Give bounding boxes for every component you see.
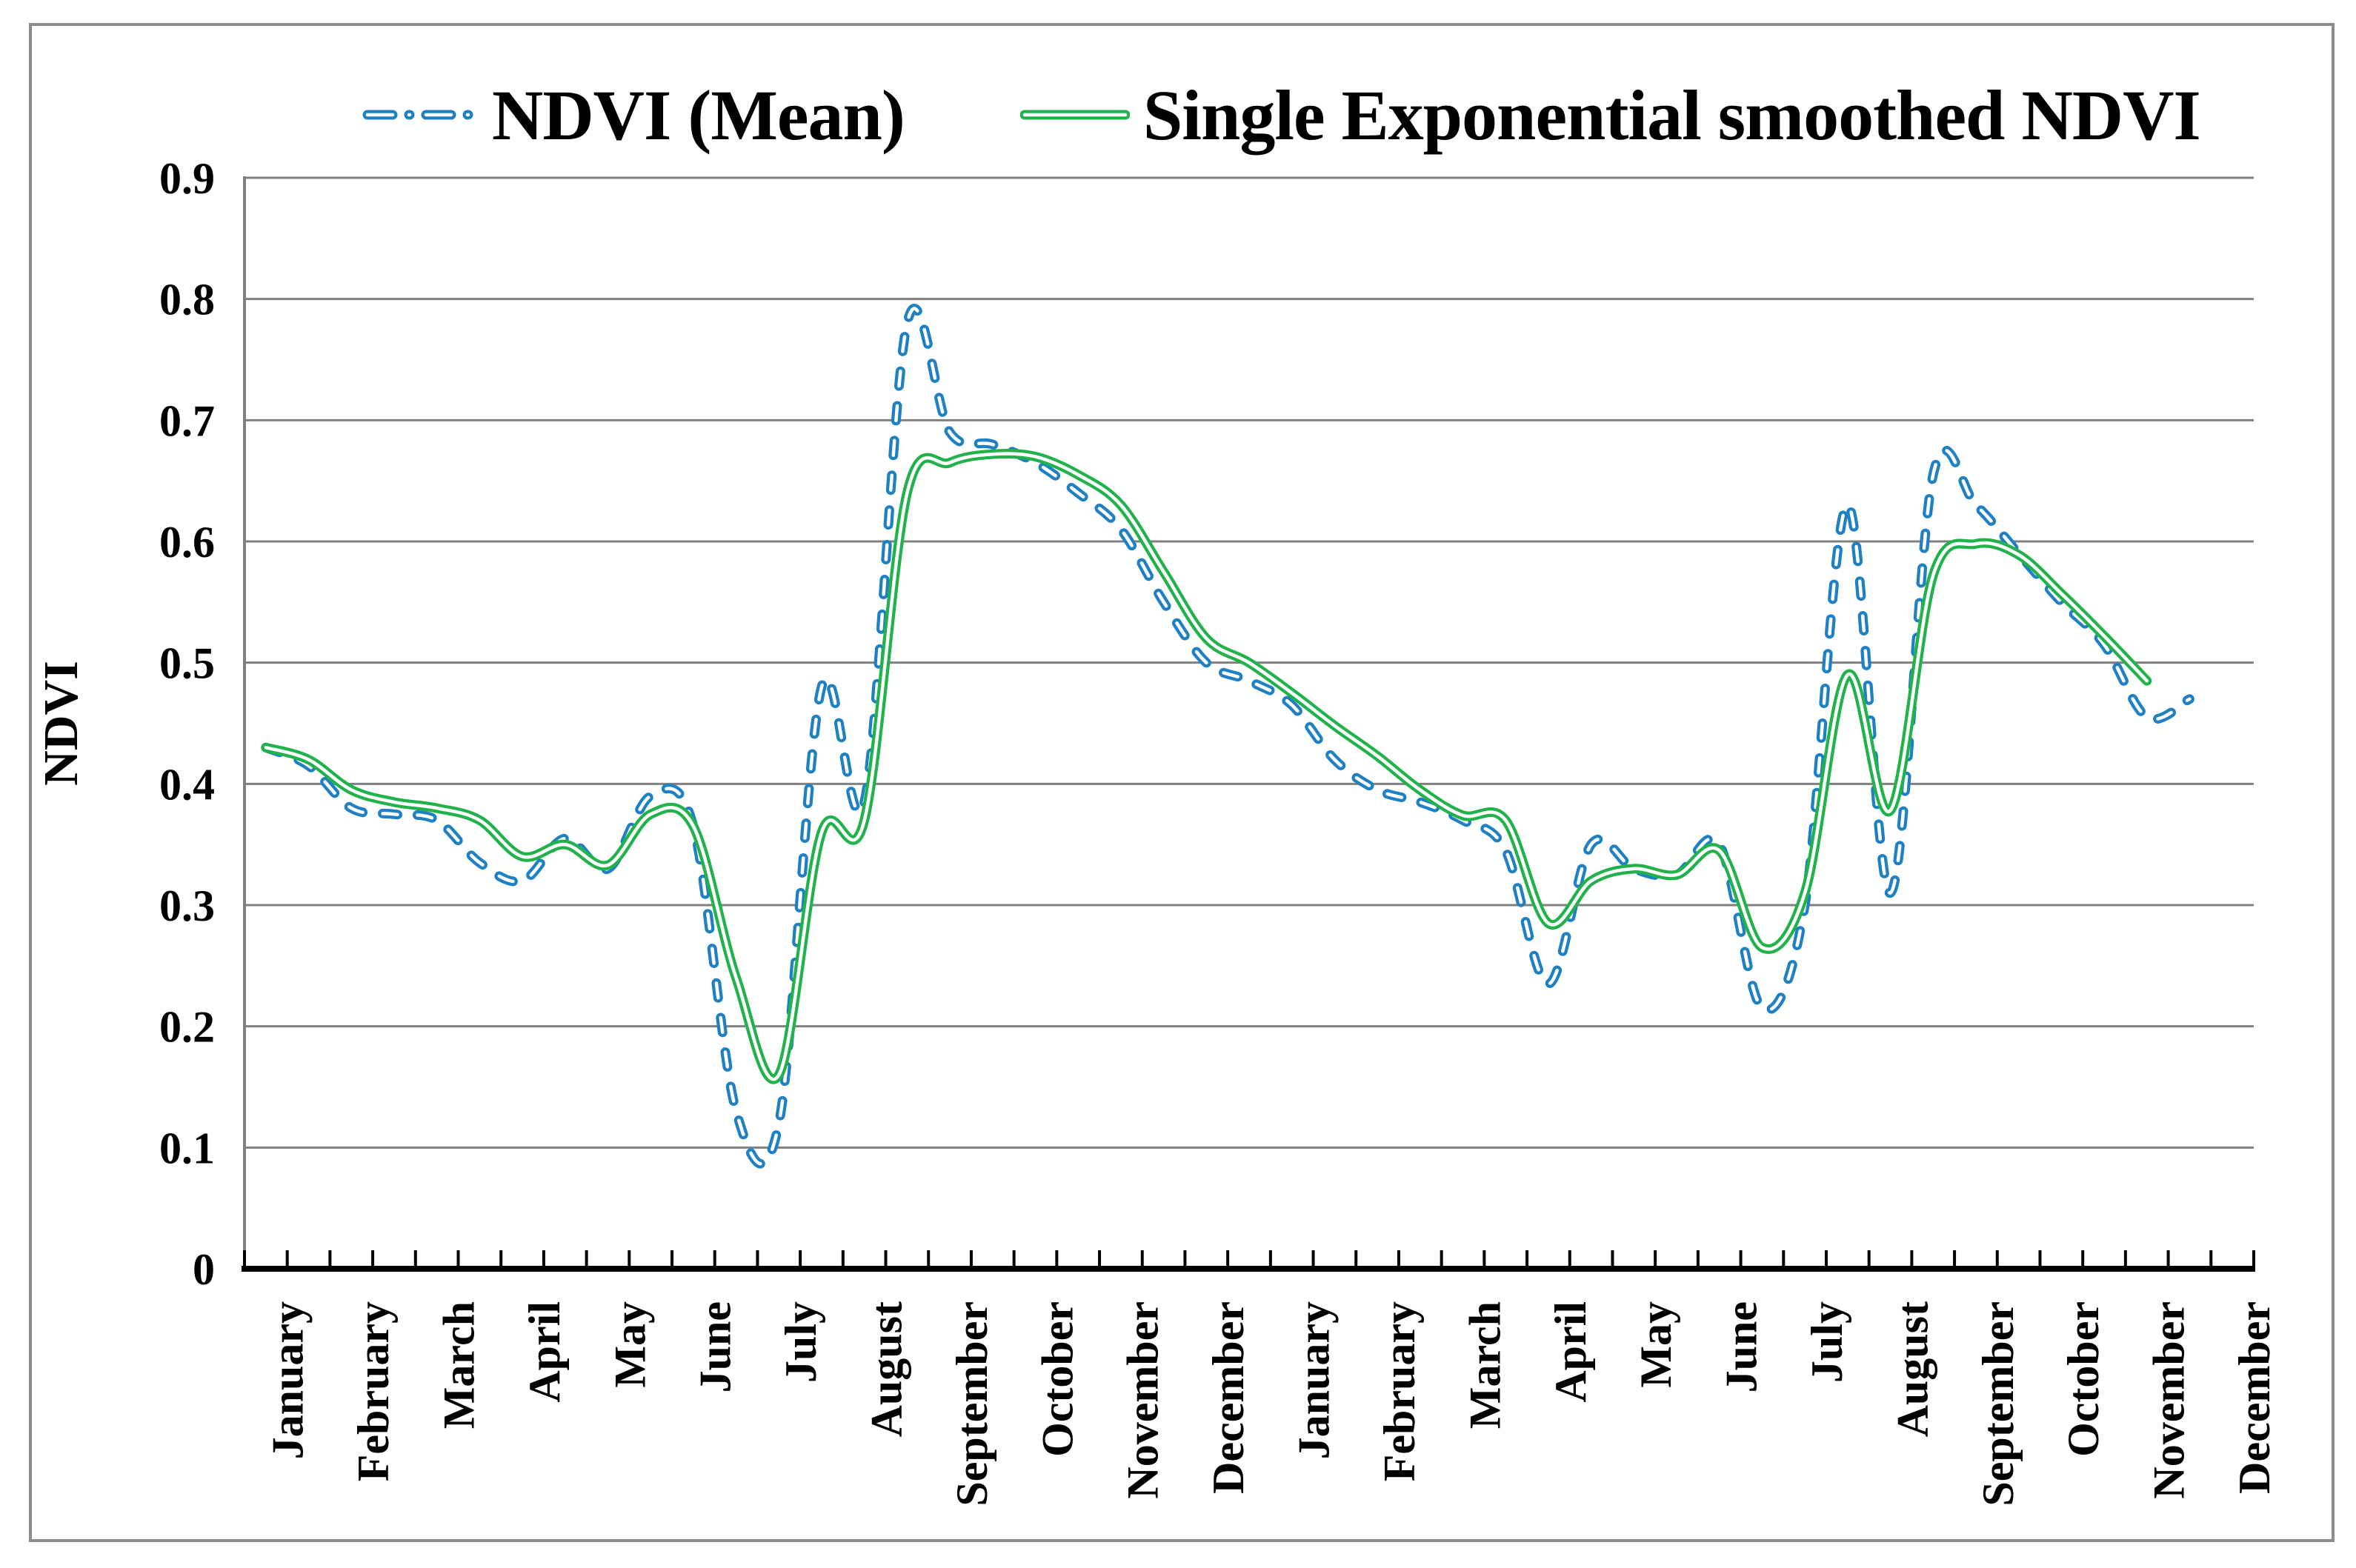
y-tick-label: 0 bbox=[193, 1245, 215, 1294]
x-month-label: September bbox=[948, 1301, 996, 1507]
x-month-label: August bbox=[862, 1301, 911, 1437]
legend-item-smoothed-ndvi: Single Exponential smoothed NDVI bbox=[1019, 74, 2201, 156]
legend-label-smoothed-ndvi: Single Exponential smoothed NDVI bbox=[1142, 75, 2201, 155]
x-month-label: November bbox=[1119, 1301, 1168, 1499]
x-month-label: June bbox=[691, 1301, 740, 1392]
smoothed-ndvi-line-inner-stripe bbox=[264, 452, 2149, 1081]
y-tick-label: 0.1 bbox=[159, 1124, 215, 1172]
x-month-label: January bbox=[1290, 1301, 1339, 1459]
x-month-label: August bbox=[1888, 1301, 1937, 1437]
y-tick-label: 0.2 bbox=[159, 1003, 215, 1052]
legend: NDVI (Mean) Single Exponential smoothed … bbox=[362, 71, 2201, 159]
x-month-label: July bbox=[776, 1301, 825, 1383]
x-month-label: April bbox=[1546, 1301, 1595, 1403]
x-month-label: December bbox=[2230, 1301, 2279, 1494]
legend-label-ndvi-mean: NDVI (Mean) bbox=[492, 75, 905, 155]
y-axis-title: NDVI bbox=[34, 661, 88, 786]
x-month-label: November bbox=[2145, 1301, 2194, 1499]
x-month-label: May bbox=[1631, 1301, 1680, 1388]
legend-item-ndvi-mean: NDVI (Mean) bbox=[362, 74, 905, 156]
x-month-label: October bbox=[2059, 1301, 2108, 1457]
figure-border bbox=[29, 23, 2335, 1542]
y-tick-label: 0.5 bbox=[159, 639, 215, 688]
x-month-label: June bbox=[1717, 1301, 1766, 1392]
ndvi-mean-legend-marker-icon bbox=[362, 110, 478, 120]
y-tick-label: 0.3 bbox=[159, 881, 215, 930]
x-month-label: March bbox=[1460, 1301, 1509, 1429]
y-tick-label: 0.9 bbox=[159, 154, 215, 203]
y-tick-label: 0.4 bbox=[159, 760, 215, 809]
x-month-label: October bbox=[1033, 1301, 1082, 1457]
x-month-label: December bbox=[1204, 1301, 1253, 1494]
y-tick-label: 0.8 bbox=[159, 276, 215, 324]
ndvi-mean-line-inner-stripe bbox=[264, 307, 2192, 1166]
y-tick-label: 0.7 bbox=[159, 396, 215, 445]
x-month-label: February bbox=[1375, 1301, 1424, 1481]
x-month-label: April bbox=[520, 1301, 569, 1403]
y-tick-label: 0.6 bbox=[159, 518, 215, 567]
smoothed-ndvi-legend-marker-icon bbox=[1019, 110, 1130, 120]
x-month-label: September bbox=[1974, 1301, 2023, 1507]
x-month-label: February bbox=[349, 1301, 398, 1481]
x-month-label: March bbox=[435, 1301, 484, 1429]
x-month-label: July bbox=[1803, 1301, 1851, 1383]
x-month-label: May bbox=[605, 1301, 654, 1388]
x-month-label: January bbox=[264, 1301, 313, 1459]
